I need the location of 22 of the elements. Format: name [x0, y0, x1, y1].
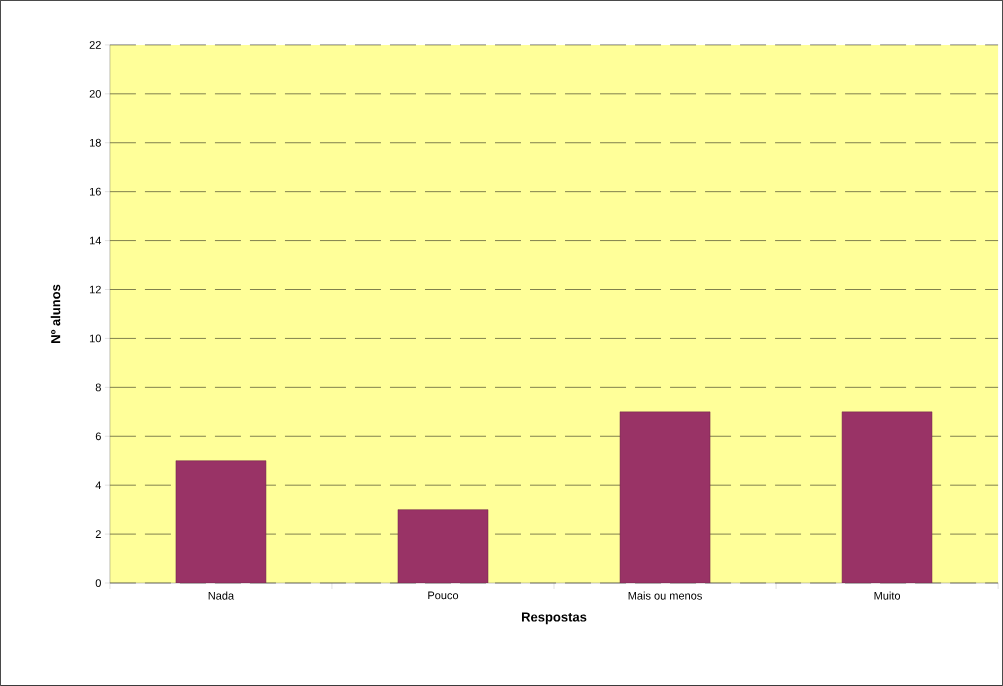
y-tick-label: 10	[89, 334, 101, 343]
x-tick-label: Muito	[874, 591, 901, 600]
y-tick-label: 20	[89, 89, 101, 98]
x-tick-label: Mais ou menos	[628, 591, 702, 600]
y-tick-label: 4	[95, 481, 102, 489]
y-tick-label: 16	[89, 187, 101, 196]
y-tick-label: 18	[89, 138, 101, 147]
x-tick-label: Nada	[208, 591, 235, 600]
y-tick-label: 2	[95, 530, 101, 538]
bar	[619, 411, 711, 584]
y-tick-label: 14	[89, 236, 102, 245]
bar	[397, 509, 489, 584]
y-tick-label: 0	[95, 579, 101, 587]
y-axis-title: Nº alunos	[50, 284, 61, 343]
y-tick-label: 6	[95, 432, 101, 441]
y-tick-label: 12	[89, 285, 101, 294]
x-tick-label: Pouco	[428, 591, 459, 600]
bar	[175, 460, 267, 584]
y-tick-label: 22	[89, 41, 101, 49]
x-axis-title: Respostas	[522, 612, 587, 625]
y-tick-label: 8	[95, 383, 101, 392]
bar	[841, 411, 933, 584]
